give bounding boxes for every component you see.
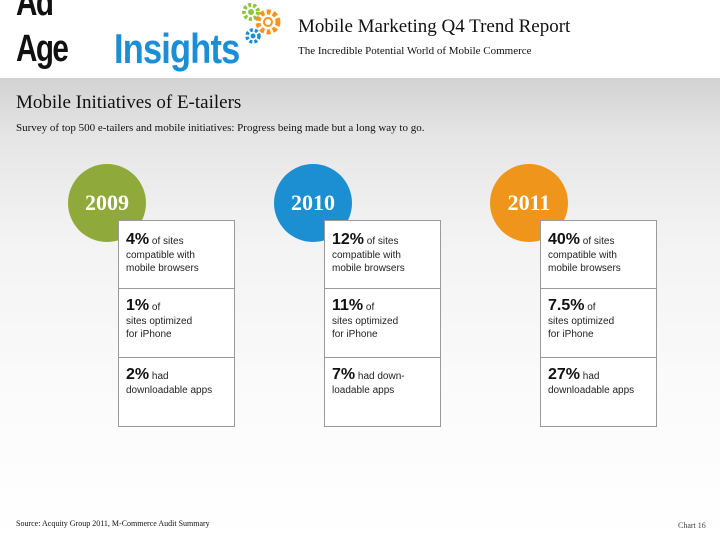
blue-gear-icon — [245, 28, 261, 44]
stat-label: of — [584, 302, 596, 313]
stat-description: sites optimized — [332, 316, 399, 327]
green-gear-icon — [242, 3, 260, 21]
stat-description: loadable apps — [332, 385, 395, 396]
source-note: Source: Acquity Group 2011, M-Commerce A… — [16, 519, 210, 528]
stats-box: 4% of sites compatible with mobile browser… — [118, 220, 235, 427]
report-subtitle: The Incredible Potential World of Mobile… — [298, 45, 532, 57]
logo-insights-text: Insights — [114, 25, 240, 72]
stat-first-line: 7% had down- — [332, 366, 440, 384]
year-column-2011: 2011 40% of sites compatible with mobile b… — [490, 164, 720, 429]
logo-ad-age-text: Ad Age — [16, 0, 69, 70]
gears-icon — [242, 3, 281, 44]
chart-subtitle: Survey of top 500 e-tailers and mobile i… — [16, 122, 425, 134]
stat-description: mobile browsers — [126, 263, 199, 274]
year-column-2010: 2010 12% of sites compatible with mobile b… — [274, 164, 504, 429]
stats-box: 40% of sites compatible with mobile browse… — [540, 220, 657, 427]
stat-cell: 27% had downloadable apps — [541, 358, 656, 426]
stat-value: 11% — [332, 297, 364, 314]
stat-first-line: 1% of — [126, 297, 234, 315]
stat-label: had — [149, 371, 169, 382]
stat-cell: 11% of sites optimized for iPhone — [325, 289, 440, 358]
stat-description: sites optimized — [126, 316, 193, 327]
report-title: Mobile Marketing Q4 Trend Report — [298, 16, 571, 37]
stat-description: mobile browsers — [548, 263, 621, 274]
stat-value: 2% — [126, 366, 150, 383]
stat-value: 1% — [126, 297, 150, 314]
stat-description: for iPhone — [126, 329, 172, 340]
stat-value: 12% — [332, 231, 365, 248]
stat-description: downloadable apps — [126, 385, 213, 396]
year-circle: 2011 — [490, 164, 568, 242]
stat-description: compatible with — [332, 250, 401, 261]
stat-description: downloadable apps — [548, 385, 635, 396]
stat-first-line: 12% of sites — [332, 231, 440, 249]
stat-description: sites optimized — [548, 316, 615, 327]
stat-description: for iPhone — [548, 329, 594, 340]
stat-first-line: 11% of — [332, 297, 440, 315]
stat-first-line: 2% had — [126, 366, 234, 384]
stat-description: compatible with — [548, 250, 617, 261]
stat-cell: 7.5% of sites optimized for iPhone — [541, 289, 656, 358]
stat-value: 27% — [548, 366, 581, 383]
stats-box: 12% of sites compatible with mobile browse… — [324, 220, 441, 427]
orange-gear-icon — [255, 9, 281, 35]
stat-label: had — [580, 371, 600, 382]
stat-cell: 12% of sites compatible with mobile browse… — [325, 221, 440, 289]
year-column-2009: 2009 4% of sites compatible with mobile br… — [68, 164, 298, 429]
chart-title: Mobile Initiatives of E-tailers — [16, 92, 242, 113]
stat-label: of — [363, 302, 375, 313]
stat-description: compatible with — [126, 250, 195, 261]
header: Ad Age Insights Mobile Marketing Q4 Tren… — [0, 0, 720, 78]
stat-value: 7.5% — [548, 297, 585, 314]
stat-first-line: 27% had — [548, 366, 656, 384]
stat-label: of sites — [364, 236, 399, 247]
stat-value: 40% — [548, 231, 581, 248]
stat-label: of sites — [149, 236, 184, 247]
stat-cell: 1% of sites optimized for iPhone — [119, 289, 234, 358]
stat-cell: 4% of sites compatible with mobile browser… — [119, 221, 234, 289]
stat-first-line: 4% of sites — [126, 231, 234, 249]
stat-value: 7% — [332, 366, 356, 383]
chart-number: Chart 16 — [678, 521, 706, 530]
stat-description: for iPhone — [332, 329, 378, 340]
stat-value: 4% — [126, 231, 150, 248]
stat-cell: 40% of sites compatible with mobile browse… — [541, 221, 656, 289]
stat-first-line: 7.5% of — [548, 297, 656, 315]
stat-cell: 7% had down-loadable apps — [325, 358, 440, 426]
stat-label: had down- — [355, 371, 405, 382]
stat-label: of sites — [580, 236, 615, 247]
stat-label: of — [149, 302, 161, 313]
stat-description: mobile browsers — [332, 263, 405, 274]
stat-first-line: 40% of sites — [548, 231, 656, 249]
stat-cell: 2% had downloadable apps — [119, 358, 234, 426]
ad-age-insights-logo: Ad Age Insights — [16, 0, 267, 72]
